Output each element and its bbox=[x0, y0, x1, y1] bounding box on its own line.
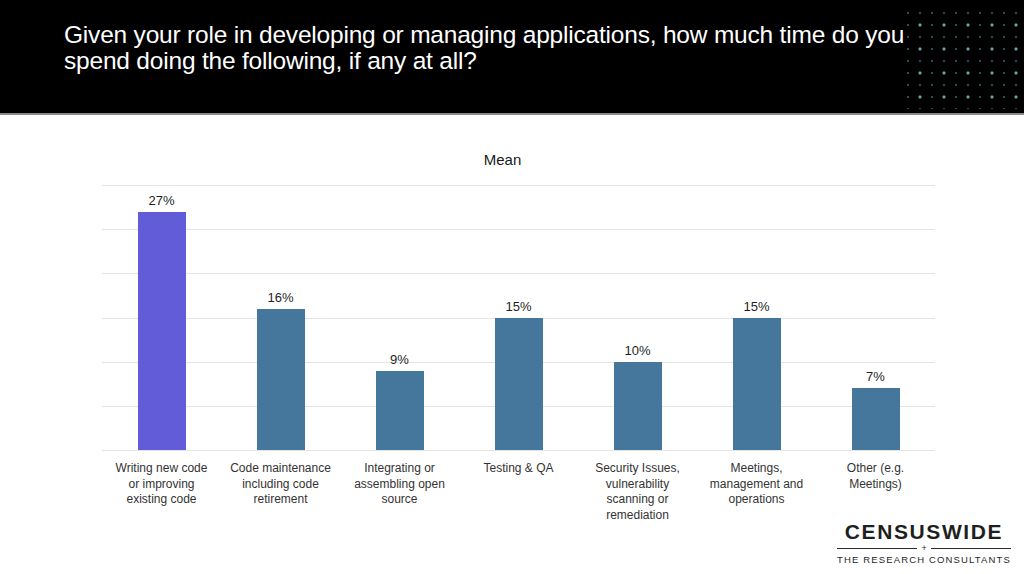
bar bbox=[614, 362, 662, 450]
category-label: Security Issues, vulnerability scanning … bbox=[578, 461, 697, 523]
category-label: Code maintenance including code retireme… bbox=[221, 461, 340, 523]
slide: Given your role in developing or managin… bbox=[0, 0, 1024, 574]
category-label: Meetings, management and operations bbox=[697, 461, 816, 523]
logo-rule-right bbox=[931, 548, 1011, 549]
bar-column: 27% bbox=[102, 185, 221, 450]
bar-column: 9% bbox=[340, 185, 459, 450]
bar bbox=[376, 371, 424, 451]
bar bbox=[733, 318, 781, 451]
bar-value-label: 15% bbox=[505, 300, 531, 314]
logo-divider: + bbox=[837, 544, 1011, 553]
logo-plus-icon: + bbox=[917, 544, 930, 553]
bar-value-label: 27% bbox=[148, 194, 174, 208]
chart-title: Mean bbox=[86, 151, 919, 168]
censuswide-logo: CENSUSWIDE + THE RESEARCH CONSULTANTS bbox=[837, 521, 1011, 565]
bar-value-label: 9% bbox=[390, 353, 409, 367]
category-label: Other (e.g. Meetings) bbox=[816, 461, 935, 523]
header-band: Given your role in developing or managin… bbox=[0, 0, 1024, 115]
bar-column: 10% bbox=[578, 185, 697, 450]
bar-column: 7% bbox=[816, 185, 935, 450]
category-label: Integrating or assembling open source bbox=[340, 461, 459, 523]
logo-rule-left bbox=[837, 548, 917, 549]
bar bbox=[852, 388, 900, 450]
plot-area: 30%25%20%15%10%5%0% 27%16%9%15%10%15%7% bbox=[102, 185, 935, 450]
bar-value-label: 16% bbox=[267, 291, 293, 305]
category-label: Writing new code or improving existing c… bbox=[102, 461, 221, 523]
bar-column: 15% bbox=[459, 185, 578, 450]
bar-value-label: 15% bbox=[743, 300, 769, 314]
dot-grid-decoration-icon bbox=[902, 6, 1024, 109]
bar-value-label: 7% bbox=[866, 370, 885, 384]
category-label: Testing & QA bbox=[459, 461, 578, 523]
logo-brand-text: CENSUSWIDE bbox=[837, 521, 1011, 543]
slide-title: Given your role in developing or managin… bbox=[64, 22, 932, 74]
bar-value-label: 10% bbox=[624, 344, 650, 358]
bars-row: 27% 16% 9% 15% 10% 15% 7% bbox=[102, 185, 935, 450]
x-axis-category-labels: Writing new code or improving existing c… bbox=[102, 461, 935, 523]
bar bbox=[138, 212, 186, 451]
bar-column: 16% bbox=[221, 185, 340, 450]
bar bbox=[495, 318, 543, 451]
gridline bbox=[102, 450, 935, 451]
bar-column: 15% bbox=[697, 185, 816, 450]
logo-tagline-text: THE RESEARCH CONSULTANTS bbox=[837, 554, 1011, 565]
bar bbox=[257, 309, 305, 450]
